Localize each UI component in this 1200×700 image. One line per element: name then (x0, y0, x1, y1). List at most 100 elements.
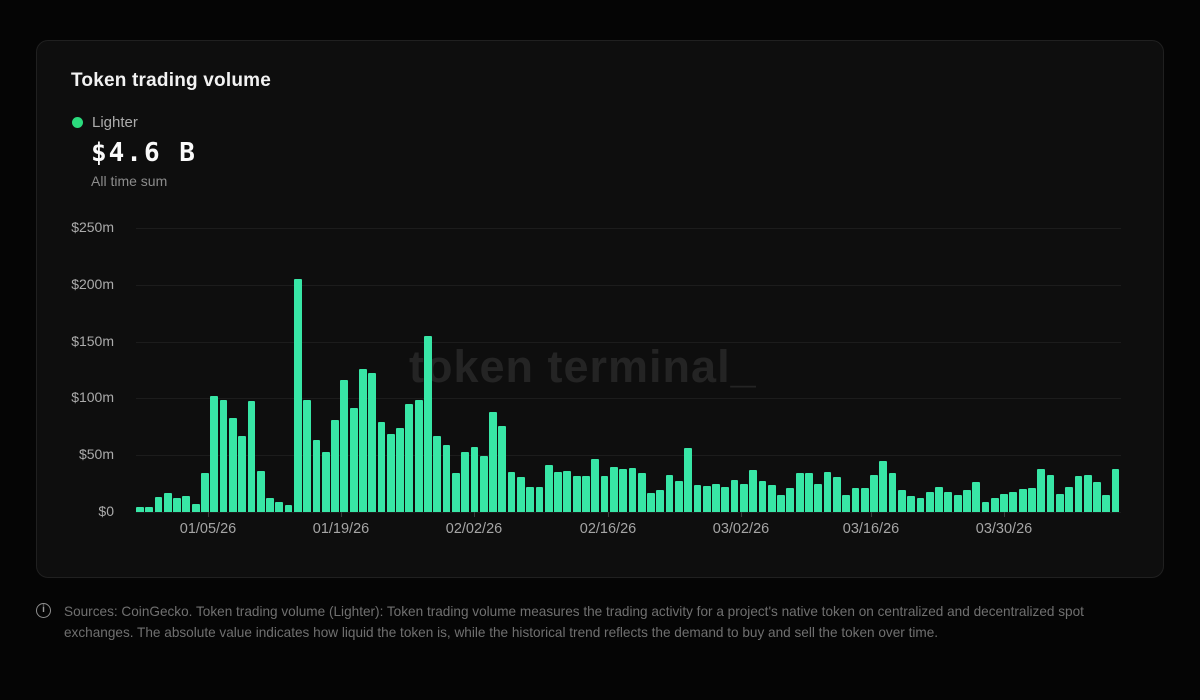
bar[interactable] (1111, 468, 1120, 512)
bar[interactable] (1093, 482, 1101, 512)
bar[interactable] (321, 451, 330, 512)
bar[interactable] (944, 491, 953, 512)
bar[interactable] (805, 473, 813, 512)
bar[interactable] (173, 498, 181, 512)
bar[interactable] (312, 440, 321, 512)
bar[interactable] (823, 472, 832, 512)
bar[interactable] (535, 487, 544, 512)
bar[interactable] (786, 488, 795, 512)
bar[interactable] (1000, 493, 1008, 512)
bar[interactable] (628, 467, 637, 512)
bar[interactable] (516, 476, 525, 512)
bar[interactable] (498, 425, 507, 512)
bar[interactable] (1083, 474, 1092, 512)
bar[interactable] (219, 399, 228, 512)
bar[interactable] (963, 490, 971, 512)
bar[interactable] (451, 473, 460, 512)
bar[interactable] (832, 476, 841, 512)
bar[interactable] (414, 399, 423, 512)
bar[interactable] (637, 473, 646, 512)
bar[interactable] (925, 491, 934, 512)
bar[interactable] (331, 419, 339, 512)
bar[interactable] (349, 407, 358, 512)
bar[interactable] (870, 474, 878, 512)
bar[interactable] (424, 335, 432, 512)
bar[interactable] (154, 497, 163, 512)
bar[interactable] (702, 485, 711, 512)
bar[interactable] (266, 498, 274, 512)
bar[interactable] (340, 380, 349, 512)
bar[interactable] (238, 435, 246, 512)
bar[interactable] (767, 484, 776, 512)
bar[interactable] (1046, 474, 1055, 512)
bar[interactable] (275, 501, 284, 512)
bar[interactable] (600, 475, 609, 512)
bar[interactable] (777, 494, 785, 512)
bar[interactable] (1009, 491, 1018, 512)
bar[interactable] (758, 481, 767, 512)
legend-item-lighter[interactable]: Lighter (72, 114, 138, 131)
bar[interactable] (544, 465, 553, 512)
bar[interactable] (795, 473, 804, 512)
bar[interactable] (674, 481, 683, 512)
bar[interactable] (359, 368, 367, 512)
bar[interactable] (953, 494, 962, 512)
bar[interactable] (191, 504, 200, 512)
bar[interactable] (526, 487, 535, 512)
bar[interactable] (1065, 487, 1074, 512)
bar[interactable] (749, 469, 758, 512)
bar[interactable] (730, 480, 739, 512)
bar[interactable] (563, 471, 572, 512)
bar[interactable] (619, 468, 627, 512)
bar[interactable] (461, 451, 470, 512)
bar[interactable] (489, 412, 497, 512)
bar[interactable] (860, 488, 869, 512)
bar[interactable] (377, 422, 386, 512)
bar[interactable] (303, 399, 312, 512)
bar[interactable] (842, 494, 850, 512)
bar[interactable] (1055, 493, 1064, 512)
bar[interactable] (684, 448, 693, 512)
bar[interactable] (228, 417, 237, 512)
bar[interactable] (1018, 489, 1027, 512)
bar[interactable] (368, 373, 377, 512)
bar-series-lighter[interactable] (136, 228, 1121, 512)
bar[interactable] (582, 475, 590, 512)
bar[interactable] (256, 471, 265, 512)
bar[interactable] (433, 435, 442, 512)
bar[interactable] (740, 483, 748, 512)
bar[interactable] (851, 488, 860, 512)
bar[interactable] (656, 490, 665, 512)
bar[interactable] (507, 472, 516, 512)
bar[interactable] (990, 498, 999, 512)
bar[interactable] (721, 487, 730, 512)
bar[interactable] (201, 473, 209, 512)
bar[interactable] (442, 444, 451, 512)
bar[interactable] (916, 498, 925, 512)
bar[interactable] (907, 496, 916, 512)
bar[interactable] (972, 482, 981, 512)
bar[interactable] (879, 460, 888, 512)
bar[interactable] (897, 490, 906, 512)
bar[interactable] (1037, 468, 1046, 512)
bar[interactable] (554, 472, 562, 512)
bar[interactable] (247, 400, 256, 512)
bar[interactable] (814, 483, 823, 512)
bar[interactable] (470, 447, 479, 512)
bar[interactable] (293, 279, 302, 512)
bar[interactable] (396, 427, 404, 512)
bar[interactable] (888, 473, 897, 512)
bar[interactable] (145, 507, 154, 512)
bar[interactable] (981, 501, 990, 512)
bar[interactable] (647, 492, 655, 512)
bar[interactable] (591, 458, 600, 512)
bar[interactable] (386, 433, 395, 512)
bar[interactable] (572, 475, 581, 512)
bar[interactable] (136, 506, 144, 512)
bar[interactable] (284, 505, 293, 512)
bar[interactable] (1074, 475, 1083, 512)
bar[interactable] (693, 484, 702, 512)
bar[interactable] (210, 396, 219, 512)
bar[interactable] (712, 483, 720, 512)
bar[interactable] (665, 474, 674, 512)
